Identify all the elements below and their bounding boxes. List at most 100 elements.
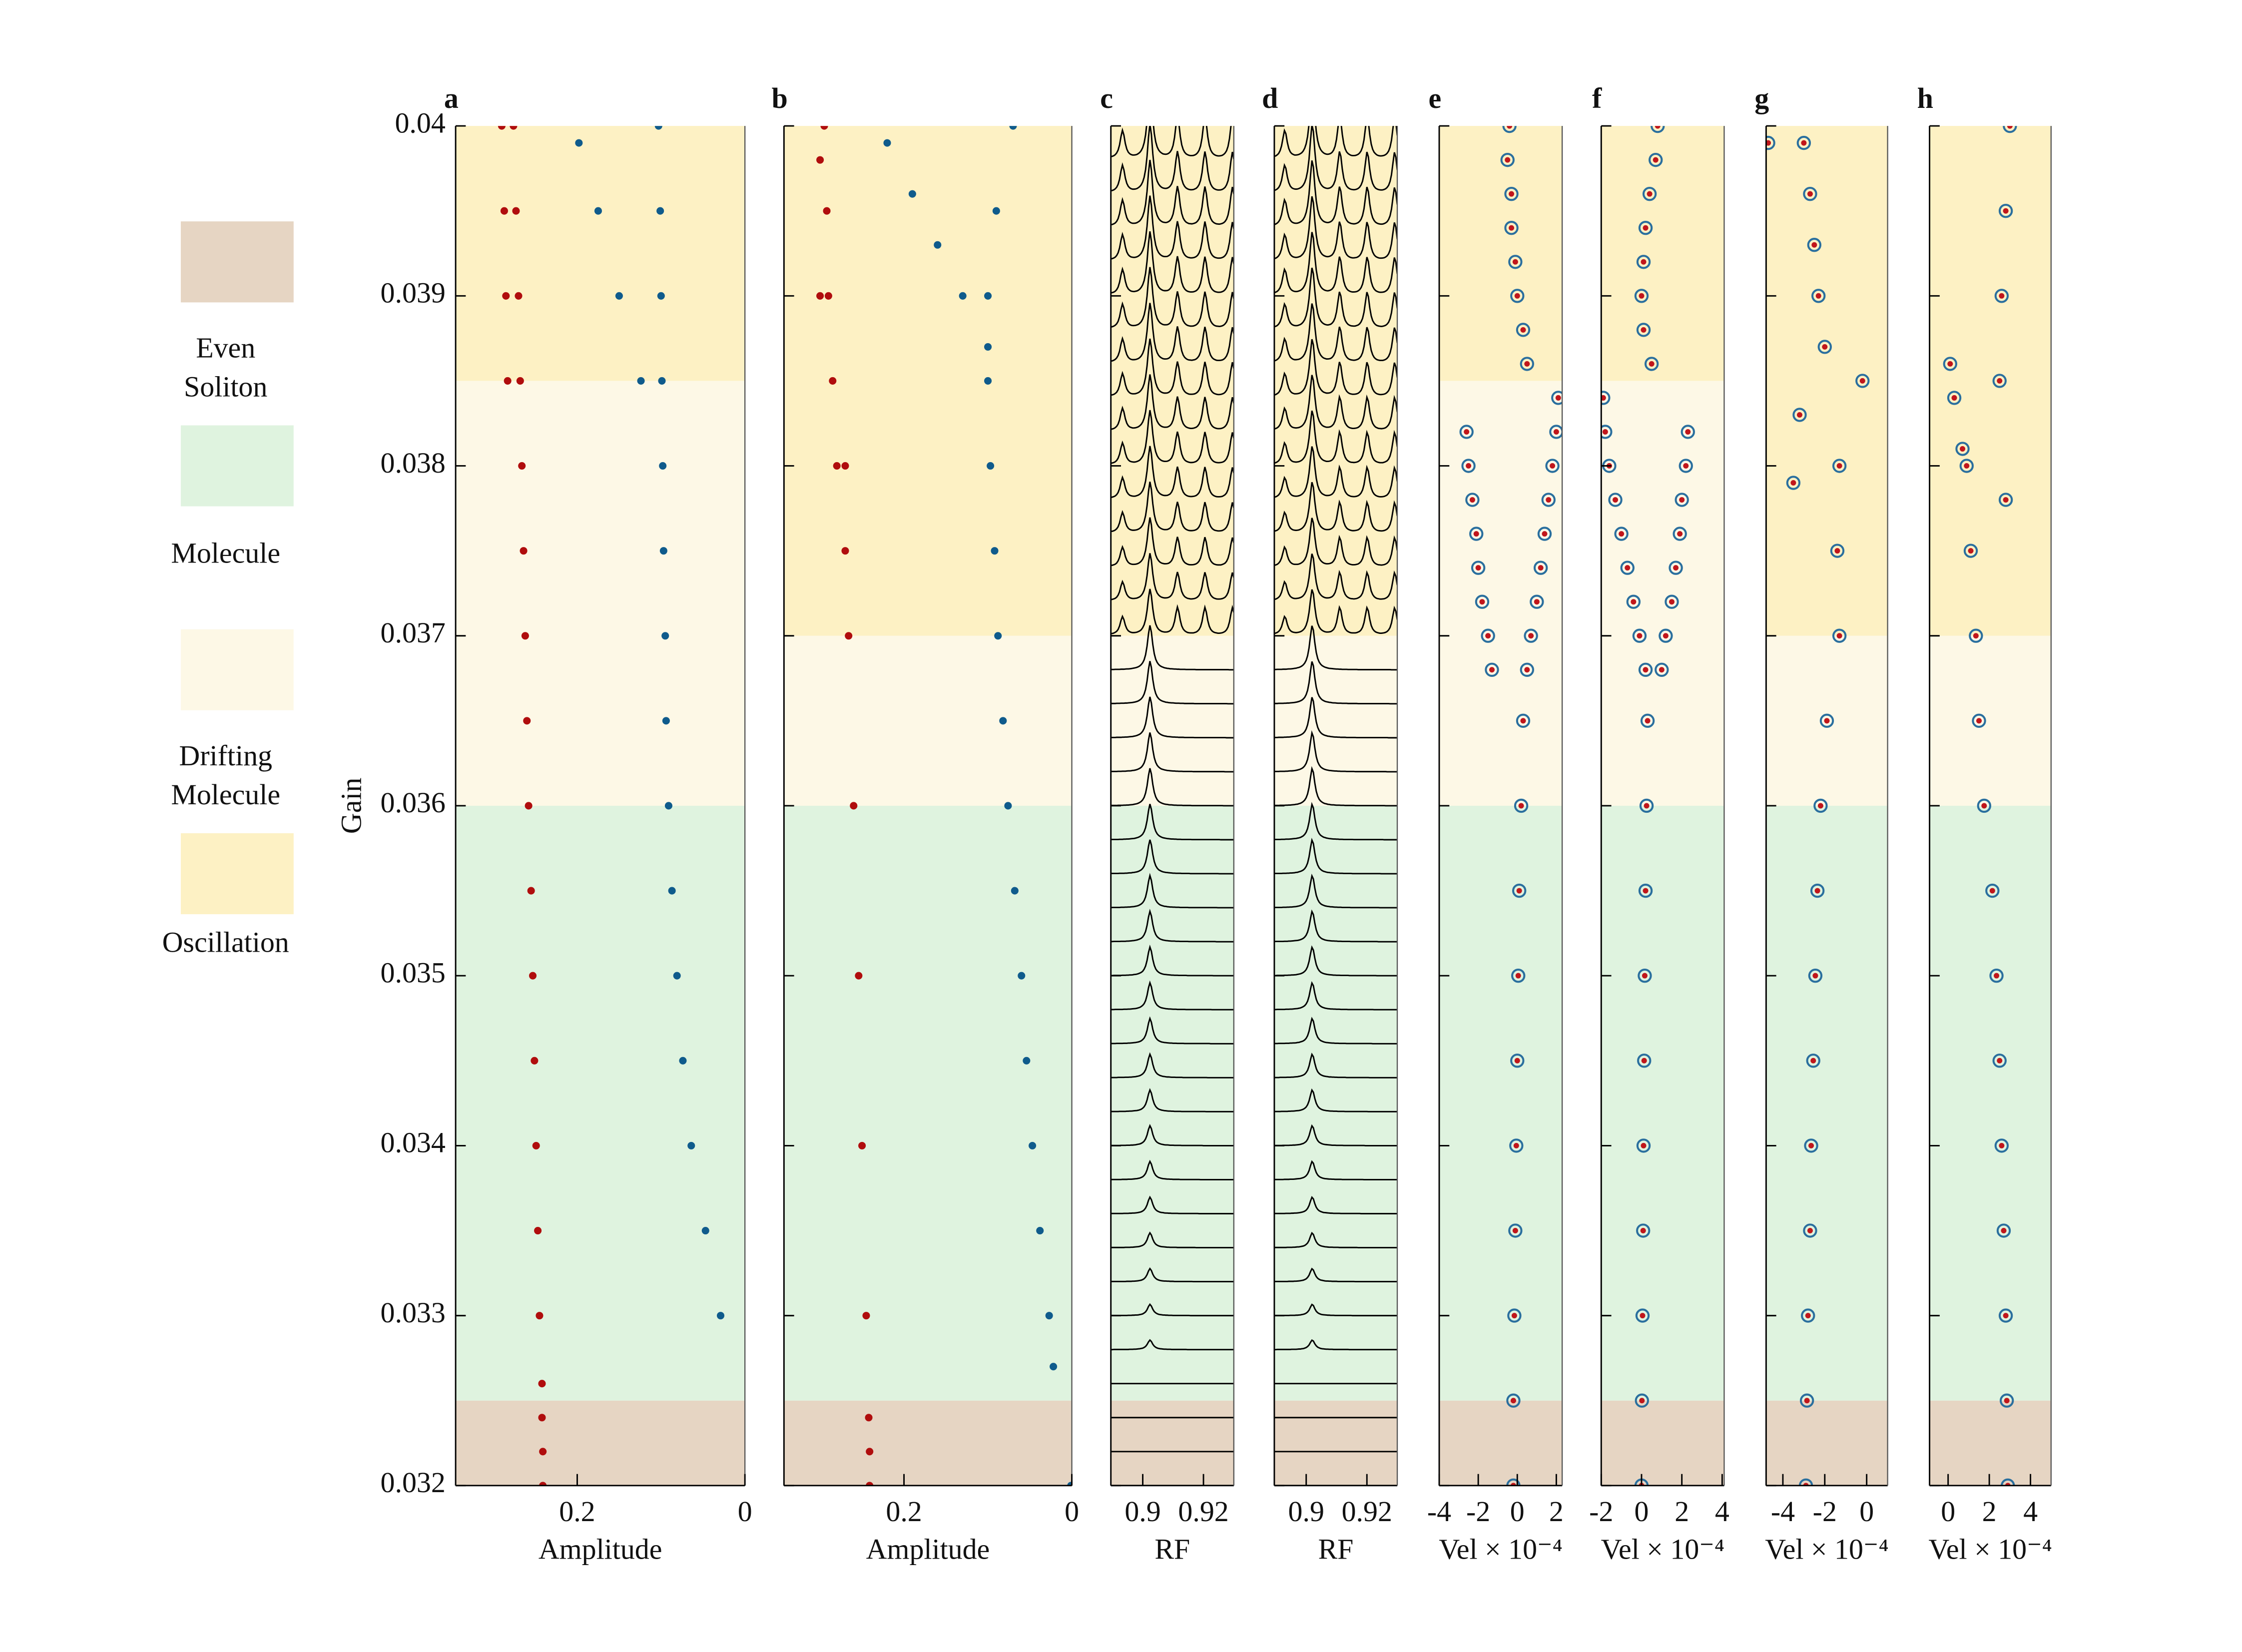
plot-area <box>1111 126 1234 1486</box>
point <box>1514 293 1520 299</box>
region-band <box>1111 805 1234 1401</box>
x-tick-label: 2 <box>1549 1495 1564 1528</box>
point <box>1997 378 2003 384</box>
point <box>1641 1058 1647 1064</box>
point <box>661 632 669 640</box>
point <box>1997 1058 2003 1064</box>
spectrum-trace <box>1111 909 1234 943</box>
point <box>866 1448 874 1456</box>
point <box>539 1482 547 1486</box>
spectrum-trace <box>1274 661 1398 705</box>
spectrum-trace <box>1274 1160 1398 1180</box>
point-ring <box>1504 186 1519 201</box>
point <box>654 126 662 130</box>
point-ring <box>1832 459 1847 473</box>
point <box>824 292 832 300</box>
point-ring <box>1465 493 1480 507</box>
point-ring <box>1512 883 1527 898</box>
x-tick-label: 0 <box>1635 1495 1649 1528</box>
point-ring <box>1520 662 1534 677</box>
spectrum-trace <box>1111 804 1234 841</box>
spectrum-trace <box>1274 375 1398 430</box>
spectrum-trace <box>1111 231 1234 294</box>
point <box>1649 361 1655 367</box>
point <box>518 462 526 470</box>
panel: c 0.9 0.92 RF <box>1100 82 1235 1565</box>
point <box>1976 718 1982 724</box>
x-tick-label: -4 <box>1771 1495 1795 1528</box>
spectrum-trace <box>1111 980 1234 1011</box>
legend-swatch <box>180 833 294 915</box>
x-tick-label: 0.2 <box>559 1495 595 1528</box>
panel-label: g <box>1754 82 1769 114</box>
spectrum-trace <box>1111 588 1234 634</box>
point <box>820 126 828 130</box>
point-ring <box>1508 1223 1523 1238</box>
spectrum-trace <box>1111 195 1234 260</box>
point <box>1514 1058 1520 1064</box>
spectrum-trace <box>1274 981 1398 1011</box>
spectrum-trace <box>1274 518 1398 566</box>
point-ring <box>2003 126 2017 133</box>
x-axis-label: RF <box>1318 1533 1354 1565</box>
x-axis-label: Vel × 10⁻⁴ <box>1601 1533 1724 1565</box>
x-tick-label: 2 <box>1675 1495 1689 1528</box>
point <box>908 190 916 198</box>
point <box>1018 972 1026 980</box>
point <box>1505 157 1511 163</box>
point <box>529 972 537 980</box>
x-tick-label: 0.9 <box>1124 1495 1160 1528</box>
region-band <box>1929 635 2051 806</box>
point <box>525 802 533 810</box>
region-band <box>1111 635 1234 806</box>
point <box>1485 633 1491 639</box>
point-ring <box>1655 662 1669 677</box>
point <box>659 462 667 470</box>
point <box>1524 667 1530 673</box>
spectrum-trace <box>1111 1195 1234 1214</box>
point <box>1836 463 1842 469</box>
point <box>2001 1228 2007 1234</box>
point <box>716 1312 725 1320</box>
point <box>984 377 992 385</box>
point-ring <box>1808 968 1823 983</box>
point <box>658 377 666 385</box>
spectrum-trace <box>1111 944 1234 977</box>
region-band <box>1439 126 1563 381</box>
point-ring <box>1998 204 2013 218</box>
point-ring <box>1636 255 1651 269</box>
point <box>656 207 664 215</box>
point-ring <box>1642 186 1657 201</box>
spectrum-trace <box>1274 339 1398 396</box>
point <box>823 207 831 215</box>
point-ring <box>1947 391 1962 405</box>
region-band <box>1111 126 1234 636</box>
point <box>516 377 524 385</box>
panel-label: a <box>444 82 459 114</box>
spectrum-trace <box>1111 1052 1234 1079</box>
x-axis-label: Vel × 10⁻⁴ <box>1928 1533 2052 1565</box>
point-ring <box>1638 221 1653 235</box>
point <box>1822 344 1828 350</box>
point <box>2004 1398 2010 1404</box>
point <box>2003 497 2009 503</box>
spectrum-trace <box>1111 1267 1234 1283</box>
point <box>659 547 667 555</box>
point-ring <box>1803 186 1817 201</box>
region-band <box>456 1400 745 1486</box>
point-ring <box>1638 968 1652 983</box>
point <box>1515 973 1521 979</box>
point <box>515 292 523 300</box>
point-ring <box>1673 527 1687 541</box>
point-ring <box>1509 1138 1524 1153</box>
point-ring <box>1475 594 1490 609</box>
point <box>673 972 681 980</box>
point-ring <box>1681 425 1695 439</box>
point-ring <box>1533 560 1548 575</box>
panel-label: d <box>1262 82 1278 114</box>
point-ring <box>1830 544 1845 558</box>
spectrum-trace <box>1111 126 1234 192</box>
point <box>615 292 623 300</box>
point <box>1639 293 1645 299</box>
point <box>1509 225 1515 231</box>
